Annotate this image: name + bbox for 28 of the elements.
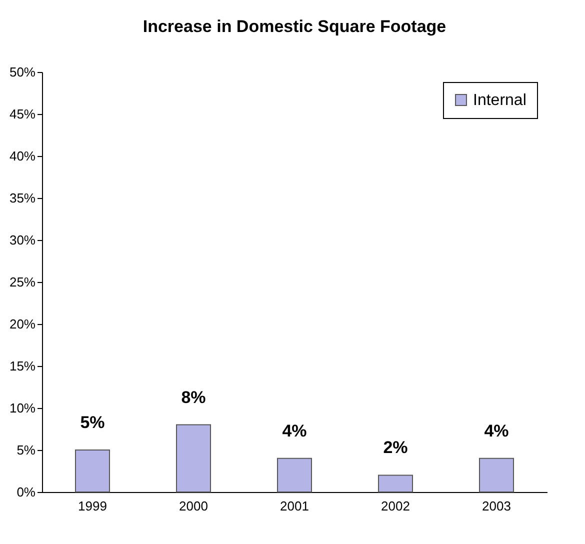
x-tick-label: 1999 <box>78 498 107 514</box>
legend-label: Internal <box>473 92 526 109</box>
y-tick-label: 30% <box>9 232 36 248</box>
y-tick-label: 20% <box>9 316 36 332</box>
bar <box>277 458 312 492</box>
text: 8% <box>181 388 206 407</box>
text: 2% <box>383 438 408 458</box>
text: 4% <box>484 421 509 440</box>
bar <box>378 474 413 492</box>
y-tick-label: 50% <box>9 64 36 80</box>
y-tick-label: 40% <box>9 148 36 164</box>
chart-title: Increase in Domestic Square Footage <box>142 17 446 36</box>
text: 4% <box>282 421 307 440</box>
x-tick-label: 2003 <box>482 498 511 514</box>
y-tick-label: 0% <box>16 484 36 500</box>
bar <box>75 450 110 492</box>
bar <box>479 458 514 492</box>
text: 5% <box>80 413 105 432</box>
y-tick-label: 35% <box>9 190 36 206</box>
x-tick-label: 2001 <box>280 498 309 514</box>
y-tick-label: 5% <box>16 442 36 458</box>
bar <box>176 424 211 492</box>
y-tick-label: 15% <box>9 358 36 374</box>
x-tick-label: 2000 <box>179 498 208 514</box>
x-tick-label: 2002 <box>381 498 410 514</box>
y-tick-label: 45% <box>9 106 36 122</box>
y-tick-label: 10% <box>9 400 36 416</box>
y-tick-label: 25% <box>9 274 36 290</box>
